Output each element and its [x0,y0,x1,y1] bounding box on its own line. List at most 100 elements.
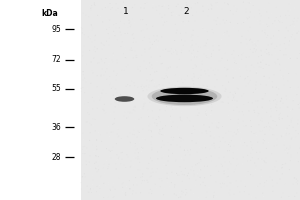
Point [212,177,217,180]
Point [280,163,285,166]
Point [150,25,155,28]
Point [241,8,246,11]
Point [199,183,204,186]
Point [239,138,244,141]
Point [86,106,91,109]
Point [95,47,100,50]
Point [200,60,205,63]
Point [173,95,178,99]
Point [205,70,210,73]
Point [262,7,267,10]
Point [274,100,279,104]
Point [109,5,114,8]
Point [194,10,199,13]
Point [187,177,192,180]
Point [148,41,153,44]
Point [296,124,300,127]
Point [88,166,93,169]
Point [148,36,152,40]
Point [286,195,291,198]
Point [255,105,260,109]
Point [135,135,140,139]
Point [215,78,220,81]
Point [259,168,263,171]
Point [274,106,279,109]
Point [231,37,236,40]
Point [142,47,147,51]
Point [296,118,300,122]
Point [250,51,255,54]
Point [269,109,274,112]
Point [107,19,112,22]
Point [198,53,203,56]
Point [284,98,288,101]
Point [296,132,300,135]
Point [143,115,148,118]
Point [274,167,279,171]
Point [149,147,154,150]
Point [236,163,241,166]
Point [222,186,227,189]
Point [124,185,129,188]
Point [291,102,296,105]
Point [295,122,300,125]
Point [266,51,271,54]
Point [283,150,288,153]
Point [259,175,264,178]
Point [108,112,113,115]
Point [157,50,161,53]
Point [129,96,134,99]
Point [174,143,179,146]
Point [99,69,104,73]
Point [165,172,170,175]
Point [188,153,192,156]
Point [278,49,283,52]
Point [181,191,186,194]
Point [278,177,283,181]
Point [249,105,254,109]
Point [105,67,110,70]
Point [215,1,220,4]
Point [116,157,121,160]
Point [261,97,266,101]
Point [142,97,146,100]
Point [250,156,255,159]
Point [146,124,151,127]
Point [284,97,289,101]
Point [190,89,195,92]
Point [227,81,232,84]
Point [238,41,243,44]
Point [96,95,101,98]
Point [273,52,278,55]
Point [192,181,197,184]
Point [93,34,98,37]
Point [196,196,201,199]
Point [260,129,265,132]
Point [284,138,289,141]
Point [168,159,172,162]
Point [169,181,174,184]
Point [192,128,197,131]
Point [87,113,92,116]
Point [232,4,236,8]
Point [195,50,200,53]
Point [164,74,169,77]
Point [92,56,97,59]
Point [196,103,201,106]
Point [99,105,103,108]
Point [175,126,180,129]
Point [219,111,224,114]
Point [209,155,214,158]
Point [145,115,150,118]
Point [284,17,289,20]
Point [116,128,121,131]
Point [247,16,252,19]
Point [148,188,153,191]
Point [234,55,239,58]
Point [118,162,123,165]
Point [191,119,196,122]
Point [171,10,176,14]
Point [162,143,167,146]
Point [244,16,249,19]
Point [161,154,166,157]
